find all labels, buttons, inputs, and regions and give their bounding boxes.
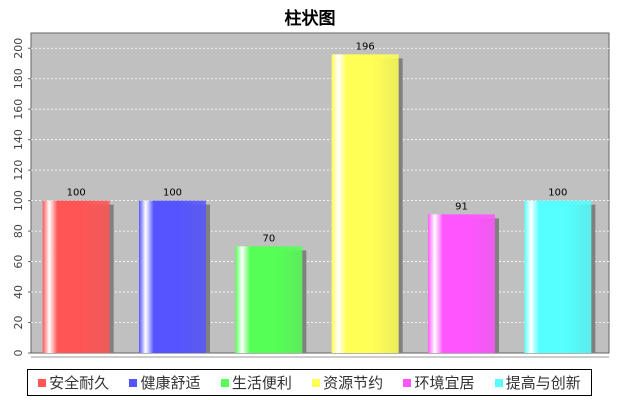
- legend-label: 健康舒适: [140, 374, 201, 392]
- bar: [235, 246, 303, 353]
- legend-swatch: [403, 378, 412, 387]
- legend-item: 安全耐久: [38, 372, 109, 393]
- y-tick-label: 20: [12, 316, 25, 330]
- legend-label: 安全耐久: [49, 374, 110, 392]
- legend-swatch: [38, 378, 47, 387]
- bar: [524, 200, 592, 353]
- bar: [331, 54, 399, 353]
- legend-label: 环境宜居: [414, 374, 475, 392]
- data-label: 70: [262, 233, 275, 244]
- y-tick-label: 200: [12, 38, 25, 59]
- legend-label: 生活便利: [231, 374, 292, 392]
- plot-area: [30, 32, 610, 354]
- legend-label: 资源节约: [323, 374, 384, 392]
- y-tick-label: 120: [12, 160, 25, 181]
- y-tick-label: 100: [12, 190, 25, 211]
- y-tick-label: 0: [12, 350, 25, 357]
- legend-item: 提高与创新: [494, 372, 581, 393]
- chart-title: 柱状图: [284, 9, 336, 29]
- bar: [428, 214, 495, 353]
- data-label: 196: [356, 41, 375, 52]
- data-label: 100: [548, 188, 567, 199]
- legend-swatch: [129, 378, 138, 387]
- y-tick-label: 140: [12, 129, 25, 150]
- data-label: 100: [163, 188, 182, 199]
- data-label: 100: [67, 188, 86, 199]
- bar: [139, 200, 206, 353]
- y-tick-label: 160: [12, 99, 25, 120]
- data-label: 91: [455, 201, 468, 212]
- legend-item: 资源节约: [312, 372, 383, 393]
- legend-item: 生活便利: [220, 372, 292, 393]
- y-tick-label: 180: [12, 68, 25, 89]
- legend: 安全耐久 健康舒适 生活便利 资源节约 环境宜居 提高与创新: [27, 369, 592, 396]
- legend-swatch: [312, 378, 321, 387]
- legend-item: 健康舒适: [129, 372, 201, 393]
- y-tick-label: 80: [12, 224, 25, 238]
- y-tick-label: 40: [12, 285, 25, 299]
- legend-swatch: [494, 378, 503, 387]
- legend-label: 提高与创新: [505, 374, 581, 392]
- legend-swatch: [220, 378, 229, 387]
- y-tick-label: 60: [12, 255, 25, 269]
- bar: [42, 200, 110, 353]
- legend-item: 环境宜居: [403, 372, 474, 393]
